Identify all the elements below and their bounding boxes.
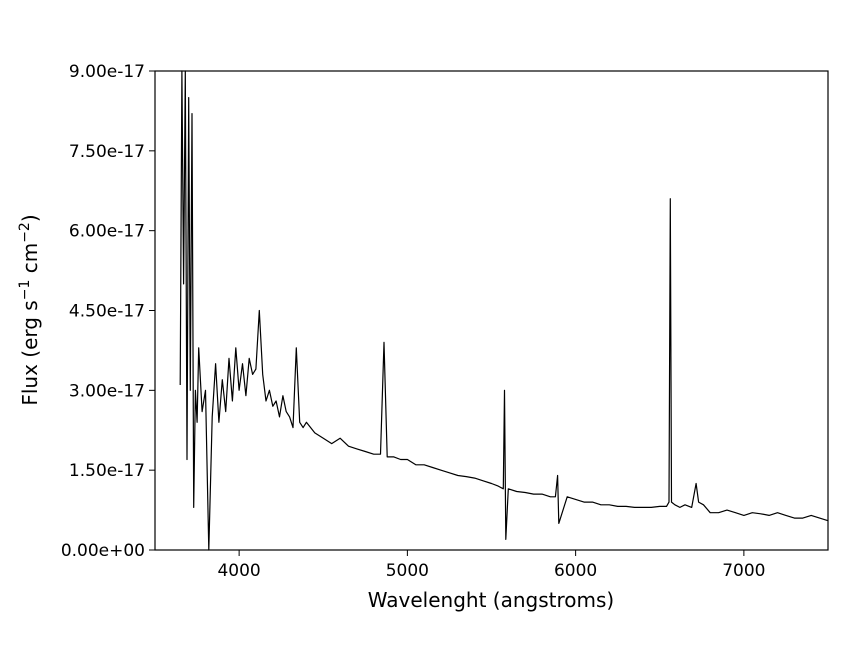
x-tick-label: 4000 (217, 561, 260, 581)
y-axis-label-mid: cm (18, 243, 42, 280)
y-tick-label: 9.00e-17 (69, 62, 145, 82)
x-tick-label: 7000 (722, 561, 765, 581)
y-tick-label: 7.50e-17 (69, 142, 145, 162)
y-tick-label: 6.00e-17 (69, 222, 145, 242)
flux-series-line (179, 70, 829, 551)
y-tick-label: 4.50e-17 (69, 302, 145, 322)
y-axis-label-sup2: −2 (17, 222, 33, 243)
x-axis-ticks: 4000 5000 6000 7000 (217, 550, 766, 581)
x-tick-label: 6000 (554, 561, 597, 581)
plot-area (154, 70, 829, 551)
y-axis-label-main: Flux (erg s (18, 300, 42, 405)
y-axis-label-sup1: −1 (17, 280, 33, 301)
y-axis-ticks: 0.00e+00 1.50e-17 3.00e-17 4.50e-17 6.00e-17… (61, 62, 155, 561)
y-axis-label: Flux (erg s−1 cm−2) (17, 214, 42, 405)
axes-frame (154, 70, 829, 551)
x-tick-label: 5000 (386, 561, 429, 581)
x-axis-label: Wavelenght (angstroms) (368, 588, 614, 612)
y-axis-label-end: ) (18, 214, 42, 222)
y-tick-label: 3.00e-17 (69, 381, 145, 401)
y-tick-label: 1.50e-17 (69, 461, 145, 481)
y-tick-label: 0.00e+00 (61, 541, 145, 561)
